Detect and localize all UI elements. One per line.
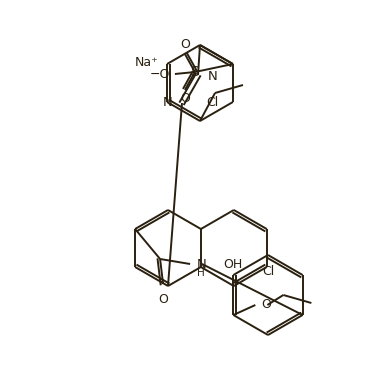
Text: O: O bbox=[261, 298, 271, 312]
Text: N: N bbox=[162, 97, 172, 109]
Text: S: S bbox=[191, 65, 199, 79]
Text: O: O bbox=[158, 293, 168, 306]
Text: N: N bbox=[197, 258, 207, 271]
Text: Na⁺: Na⁺ bbox=[135, 56, 159, 68]
Text: Cl: Cl bbox=[207, 95, 219, 108]
Text: OH: OH bbox=[223, 258, 242, 271]
Text: Cl: Cl bbox=[262, 265, 274, 278]
Text: O: O bbox=[180, 93, 190, 106]
Text: O: O bbox=[180, 38, 190, 52]
Text: H: H bbox=[197, 268, 205, 278]
Text: −O: −O bbox=[150, 68, 170, 81]
Text: N: N bbox=[208, 70, 218, 84]
